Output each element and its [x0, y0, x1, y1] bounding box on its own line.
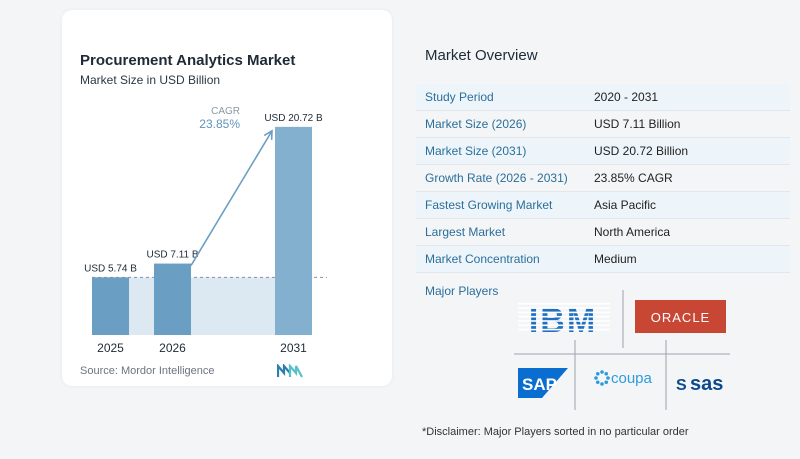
major-players-logos: IBMORACLESAPcoupaSsas: [514, 290, 730, 410]
cagr-label: CAGR: [211, 106, 240, 117]
coupa-dot: [606, 376, 610, 380]
coupa-dot: [594, 376, 598, 380]
bar-chart: USD 5.74 B 2025 USD 7.11 B 2026 USD 20.72 B 2…: [84, 106, 327, 355]
chart-card: Procurement Analytics Market Market Size…: [62, 10, 392, 386]
coupa-dot: [595, 380, 600, 385]
coupa-dot: [604, 380, 609, 385]
tick-label-2031: 2031: [280, 341, 307, 355]
chart-subtitle: Market Size in USD Billion: [80, 73, 221, 87]
overview-row: Study Period 2020 - 2031: [416, 84, 790, 111]
sap-logo-shape: [518, 368, 568, 398]
major-players-title: Major Players: [425, 284, 499, 298]
coupa-dot: [600, 382, 604, 386]
bar-2026: [154, 263, 191, 335]
oracle-logo: ORACLE: [651, 310, 710, 325]
ibm-stripe: [518, 320, 610, 322]
coupa-dot: [604, 371, 609, 376]
coupa-dot: [595, 371, 600, 376]
cagr-arrow: [190, 130, 273, 266]
overview-row-value: North America: [594, 225, 671, 239]
overview-row-value: USD 7.11 Billion: [594, 117, 681, 131]
cagr-value: 23.85%: [199, 117, 240, 131]
overview-row: Market Concentration Medium: [416, 246, 790, 273]
chart-title: Procurement Analytics Market: [80, 52, 296, 69]
market-overview-panel: Market Overview Study Period 2020 - 2031 M…: [410, 10, 790, 450]
overview-title: Market Overview: [425, 47, 538, 64]
overview-row: Growth Rate (2026 - 2031) 23.85% CAGR: [416, 165, 790, 192]
overview-row-label: Largest Market: [425, 225, 506, 239]
overview-row-value: 23.85% CAGR: [594, 171, 673, 185]
mordor-logo-icon: [277, 364, 303, 378]
overview-row-label: Fastest Growing Market: [425, 198, 553, 212]
ibm-stripe: [518, 324, 610, 327]
data-label-2031: USD 20.72 B: [264, 113, 323, 124]
ibm-stripe: [518, 315, 610, 318]
overview-row-label: Study Period: [425, 90, 494, 104]
disclaimer: *Disclaimer: Major Players sorted in no …: [422, 426, 689, 438]
cagr-arrow-head: [263, 129, 273, 140]
overview-row: Market Size (2031) USD 20.72 Billion: [416, 138, 790, 165]
ibm-stripe: [518, 311, 610, 314]
coupa-logo: coupa: [611, 370, 653, 387]
overview-row: Largest Market North America: [416, 219, 790, 246]
overview-row-label: Market Size (2026): [425, 117, 527, 131]
overview-row: Market Size (2026) USD 7.11 Billion: [416, 111, 790, 138]
overview-row-label: Market Concentration: [425, 252, 540, 266]
tick-label-2026: 2026: [159, 341, 186, 355]
sas-swirl-icon: S: [676, 377, 687, 394]
tick-label-2025: 2025: [97, 341, 124, 355]
data-label-2026: USD 7.11 B: [146, 250, 198, 261]
coupa-dot: [600, 370, 604, 374]
overview-row-value: Medium: [594, 252, 637, 266]
bar-2031: [275, 126, 312, 335]
overview-row-label: Growth Rate (2026 - 2031): [425, 171, 568, 185]
overview-row-value: USD 20.72 Billion: [594, 144, 689, 158]
ibm-stripe: [518, 307, 610, 309]
oracle-logo-box: [635, 300, 726, 333]
sap-logo: SAP: [522, 375, 557, 394]
ibm-stripe: [518, 328, 610, 331]
overview-row-label: Market Size (2031): [425, 144, 527, 158]
sas-logo: sas: [690, 373, 723, 395]
overview-row-value: Asia Pacific: [594, 198, 657, 212]
source-note: Source: Mordor Intelligence: [80, 365, 215, 377]
ibm-stripe: [518, 303, 610, 305]
data-label-2025: USD 5.74 B: [84, 263, 137, 274]
bar-2025: [92, 277, 129, 335]
overview-row-value: 2020 - 2031: [594, 90, 659, 104]
overview-row: Fastest Growing Market Asia Pacific: [416, 192, 790, 219]
